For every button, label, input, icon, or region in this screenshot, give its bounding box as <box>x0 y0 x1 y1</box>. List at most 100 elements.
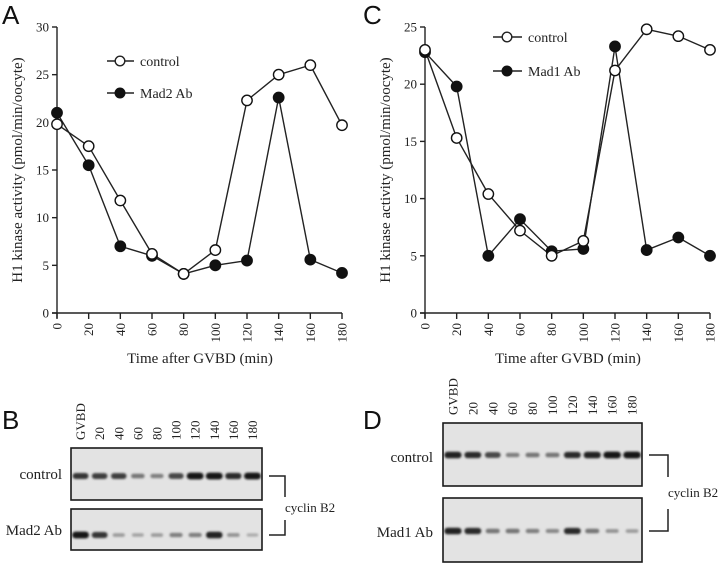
protein-band <box>150 533 164 537</box>
protein-band <box>623 451 641 459</box>
bracket-line <box>649 454 669 532</box>
data-point-control <box>304 59 317 72</box>
data-point-control <box>672 30 685 43</box>
y-tick-label: 30 <box>36 20 49 35</box>
lane-label: 80 <box>149 427 164 440</box>
protein-band <box>444 527 462 535</box>
chart-c-legend: control Mad1 Ab <box>493 31 581 80</box>
data-point-mad1-ab <box>704 249 716 262</box>
protein-band <box>583 451 601 459</box>
protein-band <box>505 452 520 458</box>
protein-band <box>585 528 600 534</box>
legend-marker-mad1 <box>501 65 513 77</box>
data-point-mad1-ab <box>450 80 463 93</box>
lane-label: 120 <box>188 421 203 441</box>
lane-label: 160 <box>605 396 620 416</box>
data-point-control <box>114 194 127 207</box>
protein-band <box>505 528 520 534</box>
series-line-control <box>56 64 343 275</box>
x-tick-label: 0 <box>50 323 65 330</box>
chart-c: 0 5 10 15 20 25 0 20 40 60 80 100 120 140 160 180 H1 ki… <box>378 20 718 368</box>
y-tick-label: 25 <box>404 20 417 35</box>
protein-band <box>244 472 261 480</box>
blot-b-membranes <box>70 447 263 551</box>
protein-band <box>545 452 560 458</box>
data-point-control <box>609 64 621 77</box>
protein-band <box>131 473 145 479</box>
legend-marker-mad2 <box>114 87 126 99</box>
protein-band <box>168 473 184 479</box>
protein-band <box>464 527 482 535</box>
x-tick-label: 20 <box>449 323 464 336</box>
data-point-control <box>82 140 95 153</box>
blot-membrane-mad2-ab <box>70 508 263 551</box>
chart-a-ylabel: H1 kinase activity (pmol/min/oocyte) <box>10 57 26 282</box>
data-point-mad1-ab <box>482 249 495 262</box>
lane-label: 60 <box>130 427 145 440</box>
lane-label: 20 <box>465 402 480 415</box>
protein-band <box>225 472 242 480</box>
lane-label: 140 <box>207 421 222 441</box>
x-tick-label: 140 <box>271 323 286 343</box>
data-point-mad1-ab <box>514 213 526 226</box>
protein-band <box>464 451 482 459</box>
data-point-control <box>209 244 222 256</box>
protein-band <box>150 473 164 479</box>
chart-c-xlabel: Time after GVBD (min) <box>495 351 641 367</box>
panel-letter-b: B <box>2 405 19 435</box>
data-point-control <box>450 132 463 144</box>
panel-letter-a: A <box>2 0 20 30</box>
panel-letter-d: D <box>363 405 382 435</box>
lane-label: GVBD <box>73 403 88 440</box>
protein-band <box>186 472 204 480</box>
protein-band <box>485 528 500 534</box>
data-point-control <box>419 43 431 56</box>
data-point-control <box>482 188 495 200</box>
x-tick-label: 180 <box>335 323 350 343</box>
protein-band <box>188 532 202 538</box>
x-tick-label: 160 <box>671 323 686 343</box>
blot-b-bracket: cyclin B2 <box>269 475 335 536</box>
data-point-mad1-ab <box>609 40 621 53</box>
legend-marker-control <box>114 55 126 67</box>
data-point-control <box>177 268 190 280</box>
x-tick-label: 60 <box>145 323 160 336</box>
legend-label-mad1: Mad1 Ab <box>528 65 581 80</box>
protein-band <box>72 472 89 480</box>
lane-label: 40 <box>485 402 500 415</box>
data-point-mad2-ab <box>272 91 285 104</box>
x-tick-label: 160 <box>303 323 318 343</box>
x-tick-label: 120 <box>608 323 623 343</box>
legend-label-mad2: Mad2 Ab <box>140 87 193 102</box>
x-tick-label: 120 <box>240 323 255 343</box>
data-point-mad2-ab <box>82 159 95 172</box>
protein-band <box>484 452 501 458</box>
chart-c-ylabel: H1 kinase activity (pmol/min/oocyte) <box>378 57 394 282</box>
chart-a: 0 5 10 15 20 25 30 0 20 40 60 80 100 120 140 160 180 H1 … <box>10 20 350 368</box>
protein-band <box>246 533 259 537</box>
legend-label-control: control <box>528 31 568 46</box>
data-point-mad2-ab <box>209 259 222 272</box>
lane-label: GVBD <box>445 378 460 415</box>
bracket-line <box>269 475 286 536</box>
protein-band <box>72 531 89 539</box>
protein-band <box>625 529 639 533</box>
data-point-control <box>545 249 558 262</box>
data-point-control <box>51 118 63 131</box>
x-tick-label: 80 <box>176 323 191 336</box>
protein-band <box>91 531 108 539</box>
data-point-control <box>640 23 653 36</box>
protein-band <box>110 473 127 479</box>
x-tick-label: 140 <box>639 323 654 343</box>
protein-band <box>525 452 540 458</box>
panel-letter-c: C <box>363 0 382 30</box>
x-tick-label: 40 <box>113 323 128 336</box>
blot-b-row-label-mad2: Mad2 Ab <box>6 523 62 539</box>
x-tick-label: 20 <box>81 323 96 336</box>
lane-label: 180 <box>245 421 260 441</box>
y-tick-label: 15 <box>36 163 49 178</box>
lane-label: 140 <box>585 396 600 416</box>
y-tick-label: 5 <box>411 248 418 263</box>
lane-label: 80 <box>525 402 540 415</box>
data-point-mad2-ab <box>241 254 253 267</box>
